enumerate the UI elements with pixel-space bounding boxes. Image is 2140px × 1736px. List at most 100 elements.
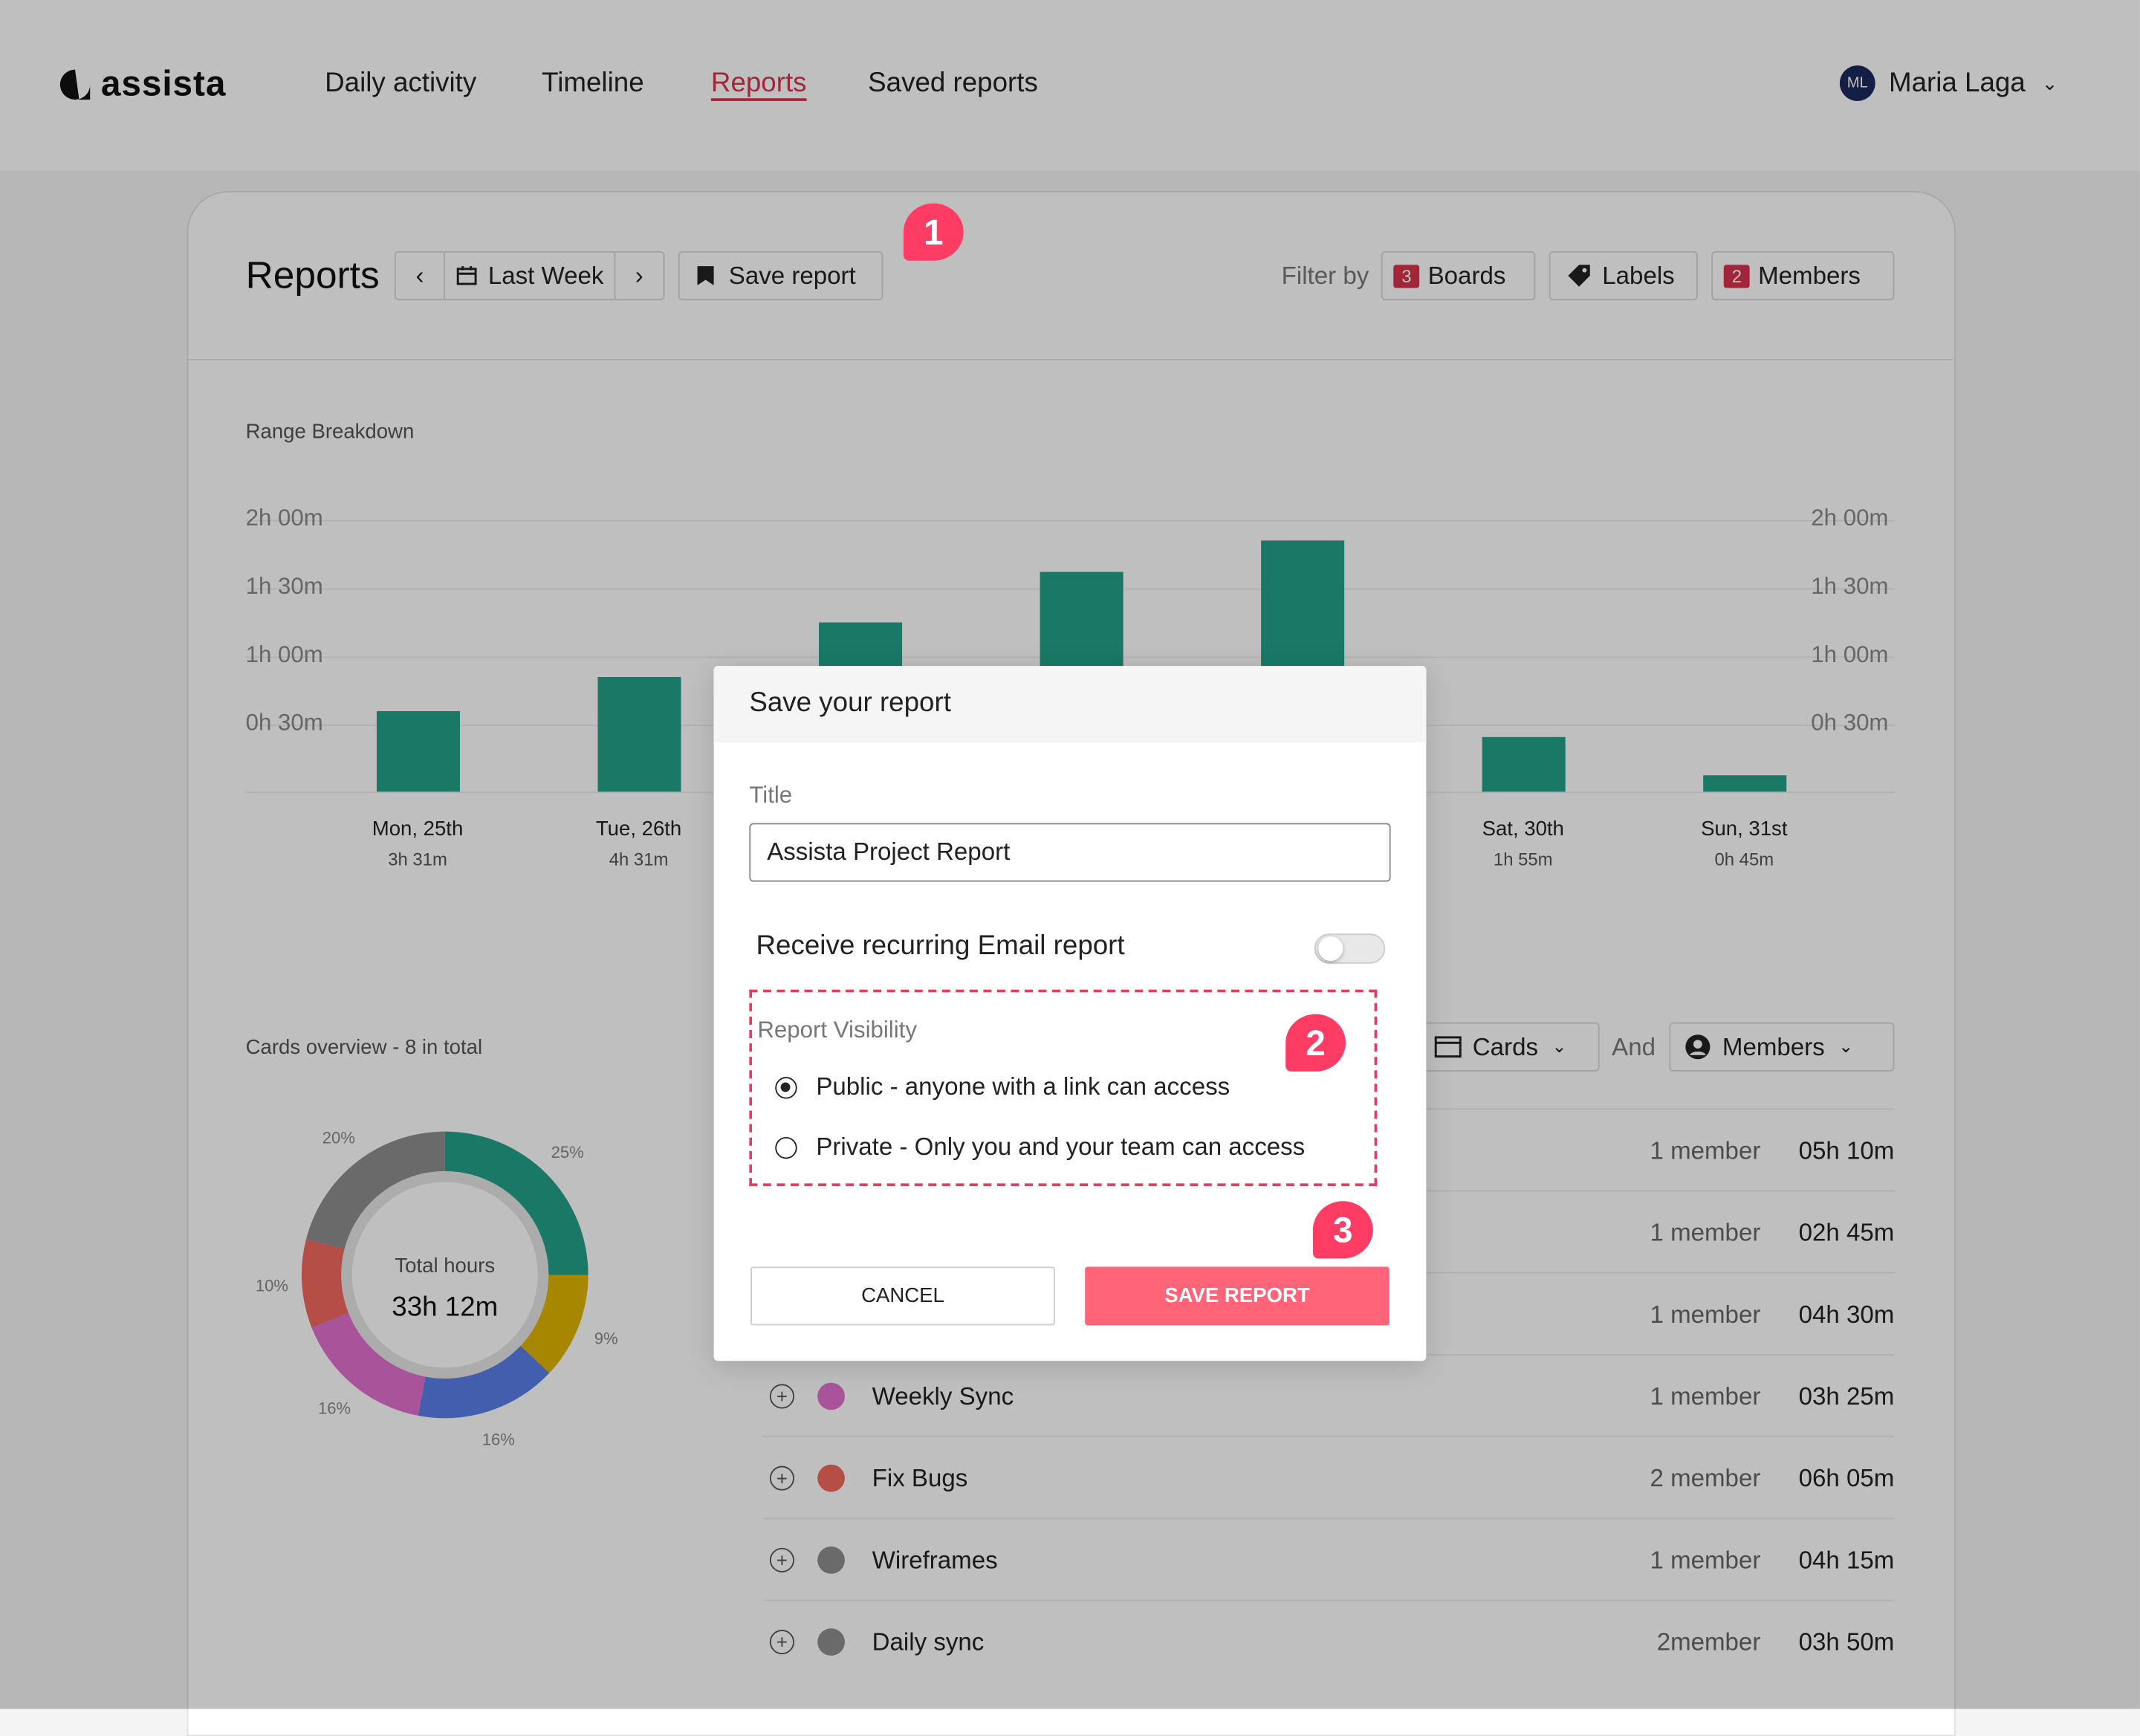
donut-segment[interactable] <box>301 1239 354 1328</box>
card-name: Wireframes <box>872 1546 998 1573</box>
filter-boards[interactable]: 3 Boards <box>1381 250 1536 301</box>
filter-by-label: Filter by <box>1281 262 1369 290</box>
chart-bar[interactable] <box>1703 774 1787 792</box>
x-axis-day-total: 1h 55m <box>1493 849 1553 869</box>
expand-plus-icon[interactable]: + <box>769 1384 794 1409</box>
donut-percent-label: 16% <box>318 1399 351 1418</box>
card-icon <box>1434 1036 1462 1058</box>
step-marker-2: 2 <box>1285 1014 1346 1072</box>
public-option-label[interactable]: Public - anyone with a link can access <box>816 1072 1230 1101</box>
y-axis-tick-right: 1h 30m <box>1811 573 1889 600</box>
card-member-count: 2 member <box>1650 1463 1761 1492</box>
chart-bar[interactable] <box>376 710 460 792</box>
y-axis-tick-left: 1h 00m <box>245 641 323 668</box>
save-report-modal: Save your report Title Receive recurring… <box>713 666 1427 1361</box>
members-dropdown-label: Members <box>1722 1032 1825 1060</box>
list-item[interactable]: + Fix Bugs 2 member 06h 05m <box>762 1436 1895 1519</box>
public-radio[interactable] <box>775 1077 797 1099</box>
y-axis-tick-left: 0h 30m <box>245 710 323 736</box>
card-color-dot <box>817 1382 845 1410</box>
x-axis-day-total: 4h 31m <box>609 849 669 869</box>
radio-selected-dot <box>780 1082 791 1092</box>
expand-plus-icon[interactable]: + <box>769 1630 794 1655</box>
card-name: Fix Bugs <box>872 1463 968 1492</box>
nav-reports[interactable]: Reports <box>710 68 807 99</box>
visibility-label: Report Visibility <box>757 1017 917 1043</box>
cancel-button[interactable]: CANCEL <box>750 1266 1055 1326</box>
user-circle-icon <box>1685 1034 1711 1060</box>
chevron-down-icon: ⌄ <box>1838 1036 1854 1057</box>
email-report-toggle[interactable] <box>1314 933 1386 964</box>
card-time: 05h 10m <box>1798 1136 1895 1164</box>
step-marker-3: 3 <box>1312 1201 1373 1259</box>
next-range-button[interactable]: › <box>615 253 664 299</box>
save-report-button[interactable]: Save report <box>678 250 883 301</box>
list-item[interactable]: + Daily sync 2member 03h 50m <box>762 1599 1895 1683</box>
expand-plus-icon[interactable]: + <box>769 1465 794 1491</box>
card-member-count: 1 member <box>1650 1136 1761 1164</box>
range-breakdown-label: Range Breakdown <box>245 420 415 444</box>
visibility-section <box>749 989 1378 1187</box>
range-selector[interactable]: Last Week <box>445 252 615 299</box>
x-axis-day-label: Tue, 26th <box>595 817 682 841</box>
card-member-count: 1 member <box>1650 1218 1761 1246</box>
nav-timeline[interactable]: Timeline <box>542 68 644 99</box>
private-radio[interactable] <box>775 1136 797 1159</box>
prev-range-button[interactable]: ‹ <box>396 252 446 299</box>
save-report-label: Save report <box>728 261 856 289</box>
filter-members[interactable]: 2 Members <box>1711 250 1895 301</box>
x-axis-day-total: 3h 31m <box>388 849 447 869</box>
filter-members-label: Members <box>1758 261 1861 289</box>
private-option-label[interactable]: Private - Only you and your team can acc… <box>816 1133 1306 1161</box>
and-label: And <box>1612 1033 1656 1061</box>
nav-saved-reports[interactable]: Saved reports <box>868 68 1038 99</box>
list-item[interactable]: + Wireframes 1 member 04h 15m <box>762 1518 1895 1601</box>
page-title: Reports <box>245 253 380 297</box>
save-report-submit-button[interactable]: SAVE REPORT <box>1085 1266 1390 1326</box>
chevron-left-icon: ‹ <box>415 261 424 289</box>
logo[interactable]: assista <box>57 62 226 105</box>
chart-gridline <box>245 519 1895 522</box>
nav-daily-activity[interactable]: Daily activity <box>325 68 477 99</box>
donut-segment[interactable] <box>418 1342 550 1419</box>
donut-segment[interactable] <box>516 1275 588 1373</box>
card-member-count: 1 member <box>1650 1382 1761 1410</box>
filter-boards-label: Boards <box>1427 261 1506 289</box>
step-marker-1: 1 <box>903 203 964 261</box>
donut-segment[interactable] <box>305 1131 445 1251</box>
date-range-picker: ‹ Last Week › <box>394 250 665 301</box>
chart-bar[interactable] <box>597 677 681 792</box>
card-color-dot <box>817 1628 845 1656</box>
donut-percent-label: 25% <box>551 1143 584 1162</box>
user-menu[interactable]: ML Maria Laga ⌄ <box>1839 65 2058 101</box>
report-title-input[interactable] <box>749 823 1391 882</box>
list-item[interactable]: + Weekly Sync 1 member 03h 25m <box>762 1354 1895 1437</box>
assista-logo-icon <box>59 68 91 100</box>
logo-text: assista <box>100 62 227 104</box>
header-divider <box>187 359 1953 360</box>
card-time: 06h 05m <box>1798 1463 1895 1492</box>
chevron-down-icon: ⌄ <box>2041 71 2058 94</box>
modal-header: Save your report <box>713 666 1427 743</box>
cards-donut-chart: 25% 9% 16% 16% 10% 20% Total hours 33h 12m <box>256 1129 618 1449</box>
x-axis-day-label: Mon, 25th <box>372 817 464 841</box>
chart-bar[interactable] <box>1482 736 1566 792</box>
members-dropdown[interactable]: Members ⌄ <box>1669 1022 1895 1072</box>
filter-labels[interactable]: Labels <box>1549 250 1698 301</box>
y-axis-tick-left: 2h 00m <box>245 505 323 531</box>
expand-plus-icon[interactable]: + <box>769 1547 794 1573</box>
donut-segment[interactable] <box>311 1311 427 1416</box>
chevron-right-icon: › <box>635 261 643 289</box>
chevron-down-icon: ⌄ <box>1552 1036 1567 1057</box>
top-nav: assista Daily activity Timeline Reports … <box>0 0 2140 171</box>
card-member-count: 2member <box>1656 1628 1761 1655</box>
card-time: 02h 45m <box>1798 1218 1895 1246</box>
x-axis-day-label: Sun, 31st <box>1701 817 1788 841</box>
card-name: Weekly Sync <box>872 1382 1014 1410</box>
donut-percent-label: 9% <box>594 1329 618 1348</box>
y-axis-tick-right: 1h 00m <box>1811 641 1889 668</box>
user-name: Maria Laga <box>1888 67 2026 98</box>
card-time: 04h 30m <box>1798 1300 1895 1328</box>
group-by-label: Cards <box>1472 1032 1538 1060</box>
bookmark-icon <box>697 266 714 285</box>
